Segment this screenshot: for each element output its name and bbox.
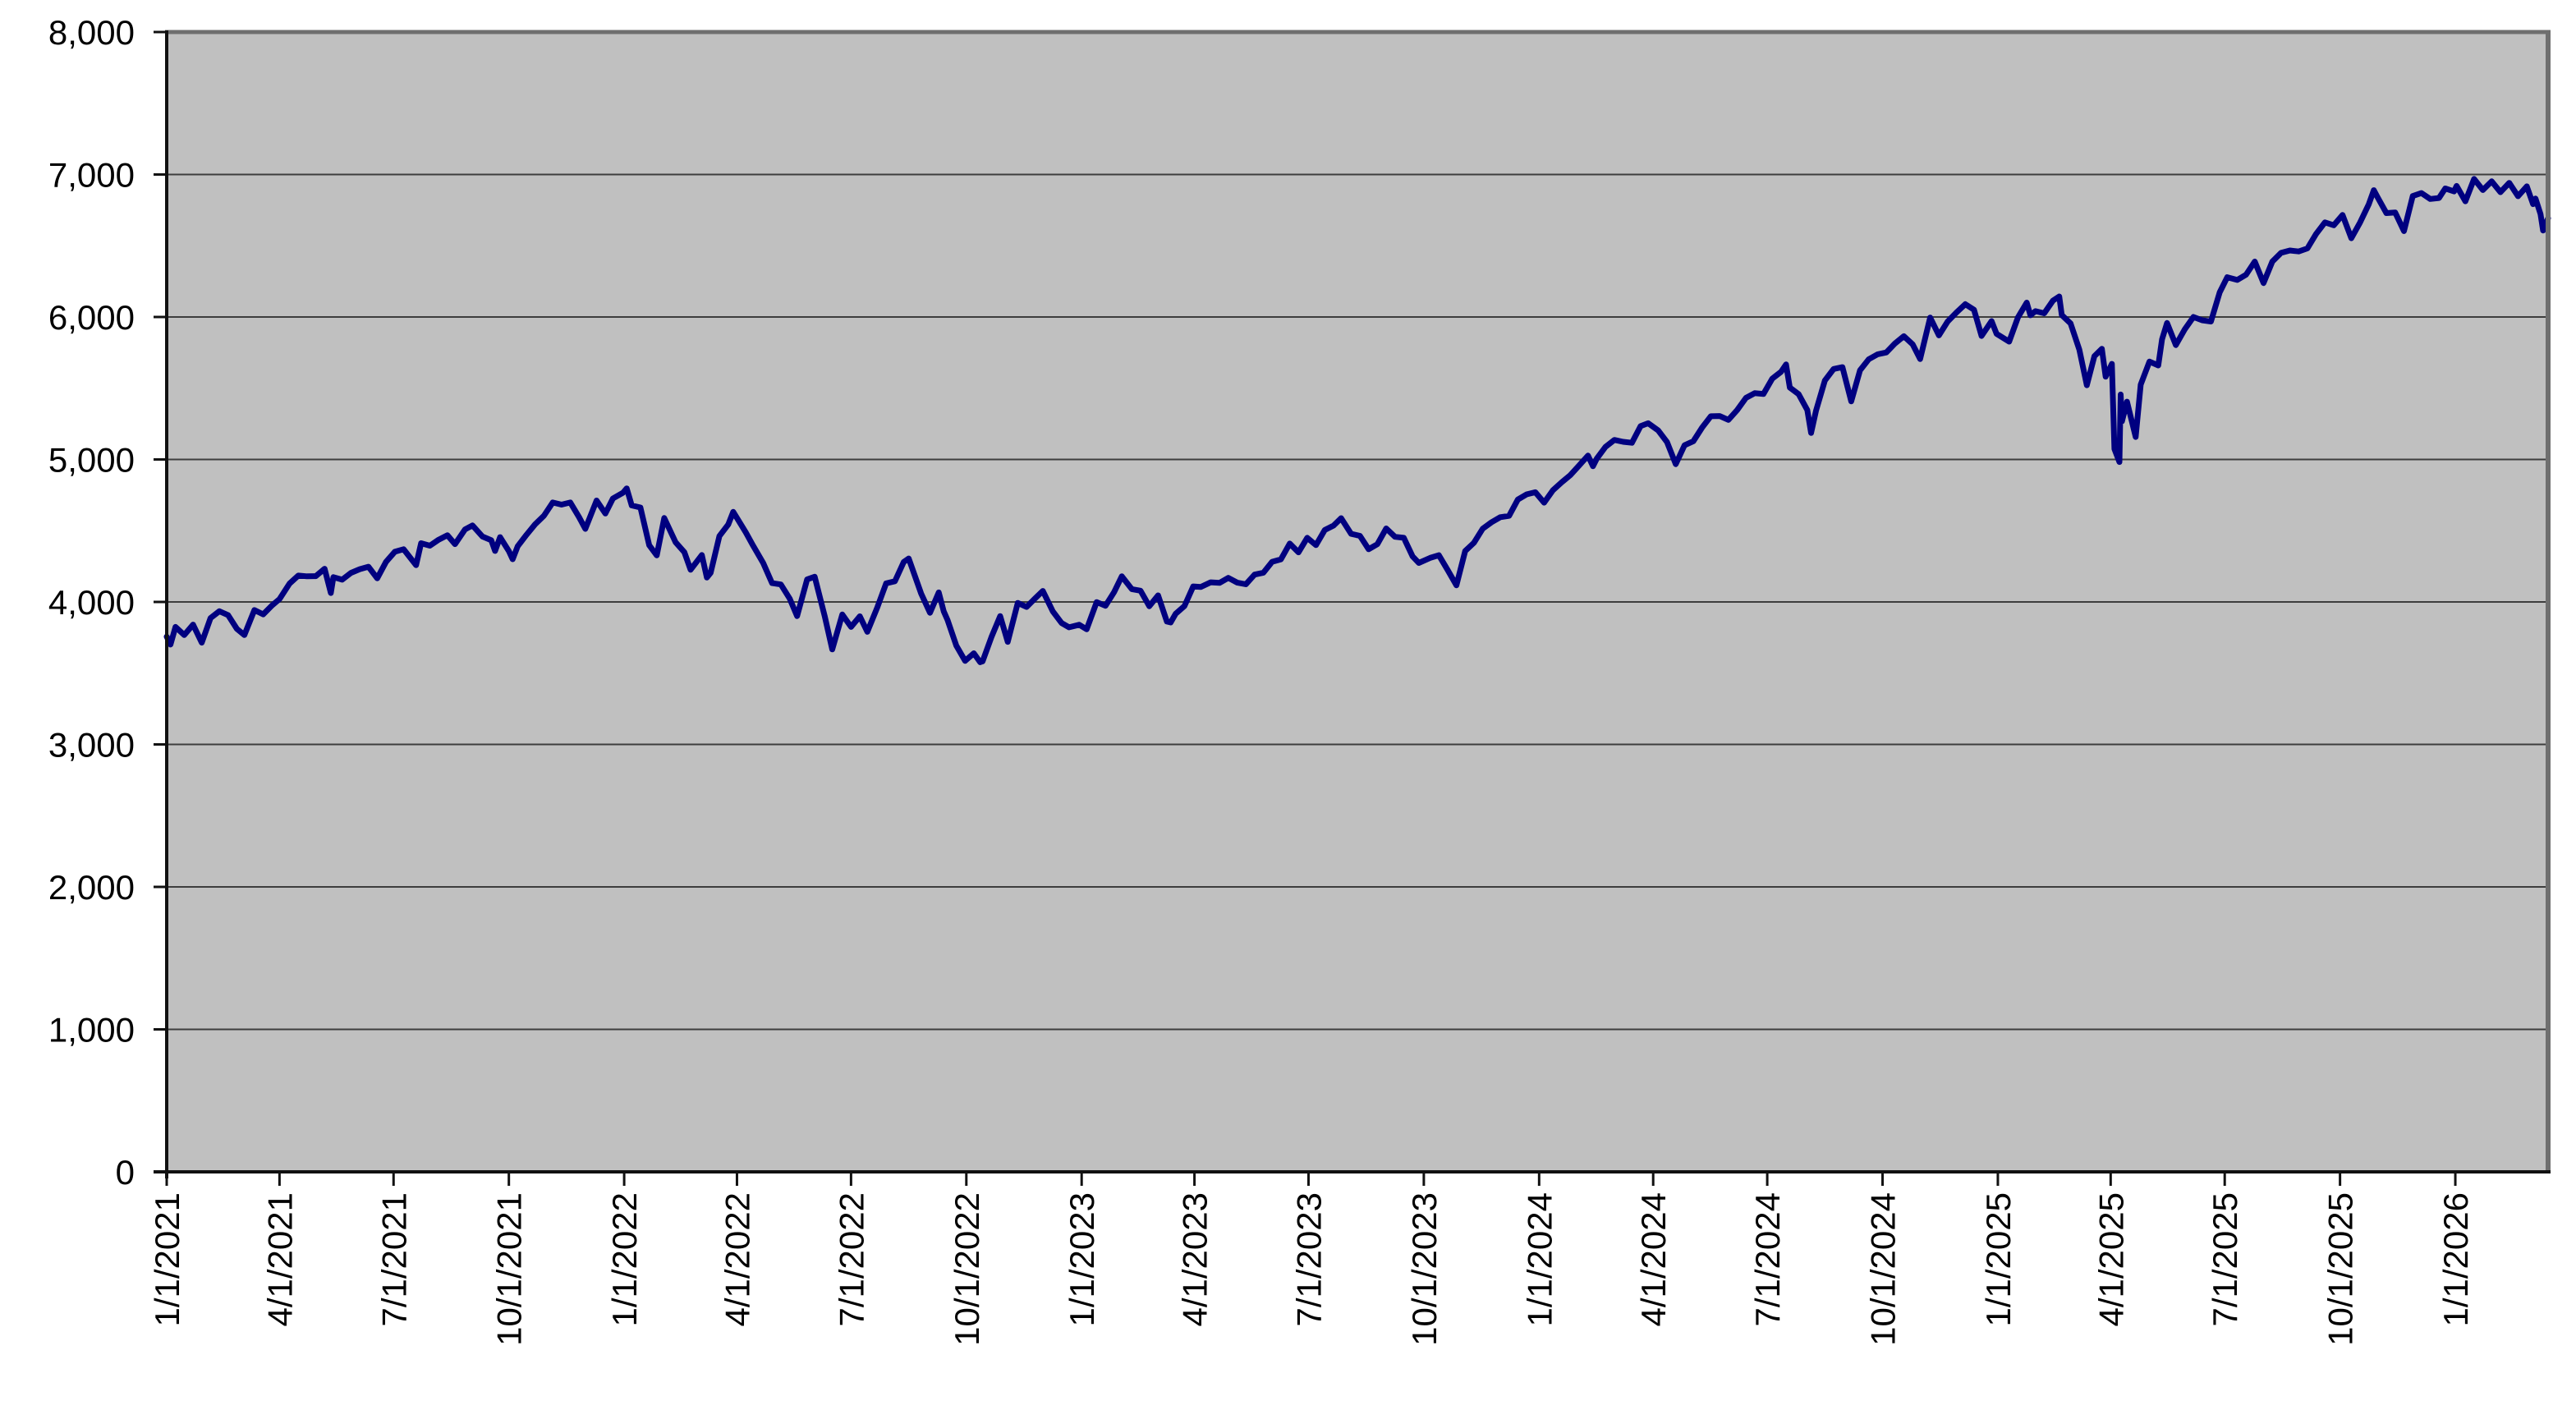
x-tick-label-4/1/2021: 4/1/2021 — [260, 1192, 299, 1327]
x-tick-label-7/1/2021: 7/1/2021 — [374, 1192, 413, 1327]
x-tick-label-10/1/2022: 10/1/2022 — [948, 1192, 986, 1346]
y-tick-label-5,000: 5,000 — [48, 441, 135, 480]
x-tick-label-4/1/2022: 4/1/2022 — [718, 1192, 756, 1327]
x-tick-label-7/1/2025: 7/1/2025 — [2206, 1192, 2244, 1327]
x-tick-label-10/1/2025: 10/1/2025 — [2321, 1192, 2360, 1346]
x-tick-label-1/1/2024: 1/1/2024 — [1520, 1192, 1559, 1327]
y-tick-label-3,000: 3,000 — [48, 726, 135, 765]
x-tick-label-7/1/2023: 7/1/2023 — [1289, 1192, 1328, 1327]
x-tick-label-1/1/2022: 1/1/2022 — [605, 1192, 644, 1327]
x-tick-label-4/1/2023: 4/1/2023 — [1176, 1192, 1215, 1327]
y-tick-label-1,000: 1,000 — [48, 1011, 135, 1049]
x-tick-label-10/1/2021: 10/1/2021 — [490, 1192, 529, 1346]
x-tick-label-7/1/2024: 7/1/2024 — [1748, 1192, 1787, 1327]
x-tick-label-7/1/2022: 7/1/2022 — [832, 1192, 870, 1327]
x-tick-label-10/1/2024: 10/1/2024 — [1864, 1192, 1903, 1346]
y-tick-label-6,000: 6,000 — [48, 298, 135, 337]
x-tick-label-1/1/2025: 1/1/2025 — [1979, 1192, 2018, 1327]
y-tick-label-4,000: 4,000 — [48, 583, 135, 622]
y-tick-label-8,000: 8,000 — [48, 13, 135, 52]
y-tick-label-0: 0 — [116, 1153, 135, 1192]
x-tick-label-4/1/2025: 4/1/2025 — [2092, 1192, 2130, 1327]
x-tick-label-1/1/2026: 1/1/2026 — [2436, 1192, 2475, 1327]
y-tick-label-2,000: 2,000 — [48, 868, 135, 907]
x-tick-label-1/1/2023: 1/1/2023 — [1063, 1192, 1101, 1327]
y-tick-label-7,000: 7,000 — [48, 156, 135, 195]
x-tick-label-10/1/2023: 10/1/2023 — [1405, 1192, 1444, 1346]
x-tick-label-1/1/2021: 1/1/2021 — [148, 1192, 186, 1327]
price-line — [163, 176, 2551, 665]
x-tick-label-4/1/2024: 4/1/2024 — [1634, 1192, 1673, 1327]
